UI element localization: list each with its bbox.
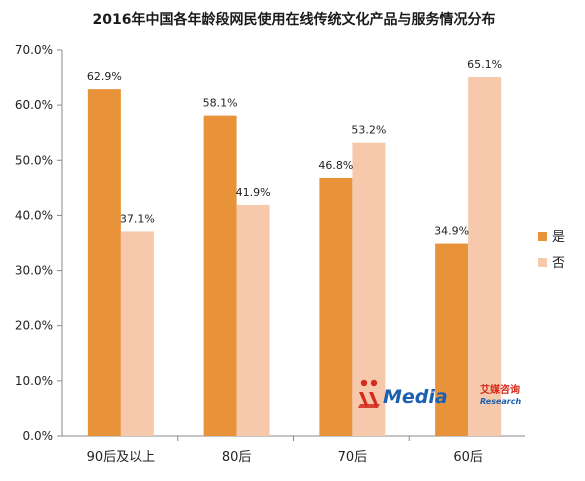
bar-no — [120, 231, 154, 436]
data-labels: 62.9% 37.1% 58.1% 41.9% 46.8% 53.2% 34.9% 65.1% — [87, 58, 502, 238]
x-tick-label: 90后及以上 — [87, 450, 156, 465]
bar-no — [236, 204, 270, 436]
y-axis: 0.0% 10.0% 20.0% 30.0% 40.0% 50.0% 60.0% 70.0% — [15, 43, 63, 443]
x-axis: 90后及以上 80后 70后 60后 — [62, 435, 525, 465]
watermark-logo: Media 艾媒咨询 Research — [358, 379, 521, 408]
chart-title: 2016年中国各年龄段网民使用在线传统文化产品与服务情况分布 — [93, 11, 496, 28]
bar-yes — [435, 243, 469, 436]
watermark-brand-cn: 艾媒咨询 — [480, 383, 520, 396]
data-label: 46.8% — [318, 159, 353, 172]
y-tick-label: 0.0% — [23, 429, 54, 443]
data-label: 34.9% — [434, 225, 469, 238]
data-label: 37.1% — [120, 212, 155, 225]
data-label: 62.9% — [87, 70, 122, 83]
legend-swatch — [538, 258, 547, 267]
legend-label: 否 — [552, 256, 565, 271]
data-label: 58.1% — [203, 97, 238, 110]
bar-no — [352, 142, 386, 436]
y-tick-label: 40.0% — [15, 208, 53, 222]
y-tick-label: 20.0% — [15, 319, 53, 333]
watermark-brand-en: Research — [480, 397, 521, 406]
bar-yes — [87, 89, 121, 436]
bar-no — [468, 77, 502, 437]
legend: 是否 — [538, 230, 565, 271]
bars — [87, 77, 502, 437]
x-tick-label: 80后 — [222, 450, 252, 465]
watermark-brand: Media — [383, 386, 448, 408]
x-tick-label: 60后 — [453, 450, 483, 465]
bar-yes — [203, 115, 237, 437]
legend-label: 是 — [552, 230, 565, 245]
y-tick-label: 30.0% — [15, 264, 53, 278]
watermark-mark-icon — [358, 379, 380, 408]
y-tick-label: 60.0% — [15, 98, 53, 112]
x-tick-label: 70后 — [338, 450, 368, 465]
data-label: 65.1% — [467, 58, 502, 71]
y-tick-label: 70.0% — [15, 43, 53, 57]
y-tick-label: 10.0% — [15, 374, 53, 388]
data-label: 41.9% — [236, 186, 271, 199]
data-label: 53.2% — [351, 124, 386, 137]
bar-yes — [319, 177, 353, 436]
y-tick-label: 50.0% — [15, 153, 53, 167]
legend-swatch — [538, 232, 547, 241]
